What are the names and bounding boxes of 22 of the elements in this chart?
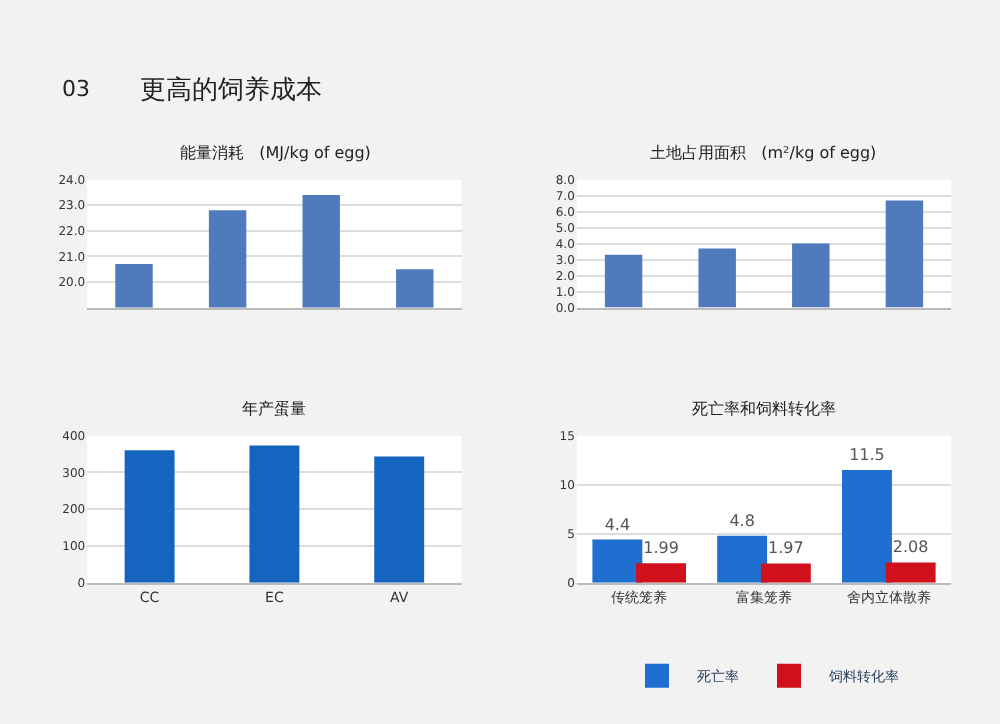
bar xyxy=(885,200,924,308)
data-label: 2.08 xyxy=(892,538,929,557)
data-label: 11.5 xyxy=(849,445,885,464)
chart-title: 年产蛋量 xyxy=(242,400,306,418)
bar xyxy=(592,539,643,583)
bar xyxy=(636,563,686,583)
text: 03 xyxy=(62,76,90,102)
bar xyxy=(698,248,736,308)
text: 更高的饲养成本 xyxy=(140,74,322,106)
data-label: 1.99 xyxy=(643,539,679,558)
chart-title: 能量消耗 (MJ/kg of egg) xyxy=(180,144,371,162)
bar xyxy=(792,243,830,308)
bar xyxy=(717,535,768,583)
chart-title: 土地占用面积 (m²/kg of egg) xyxy=(650,144,877,162)
bar xyxy=(760,563,811,583)
bar xyxy=(842,469,892,583)
bar xyxy=(604,254,643,308)
data-label: 1.97 xyxy=(768,539,804,558)
data-label: 4.8 xyxy=(729,511,755,530)
chart-title: 死亡率和饲料转化率 xyxy=(692,400,836,418)
data-label: 4.4 xyxy=(604,515,631,534)
bar xyxy=(885,562,936,583)
